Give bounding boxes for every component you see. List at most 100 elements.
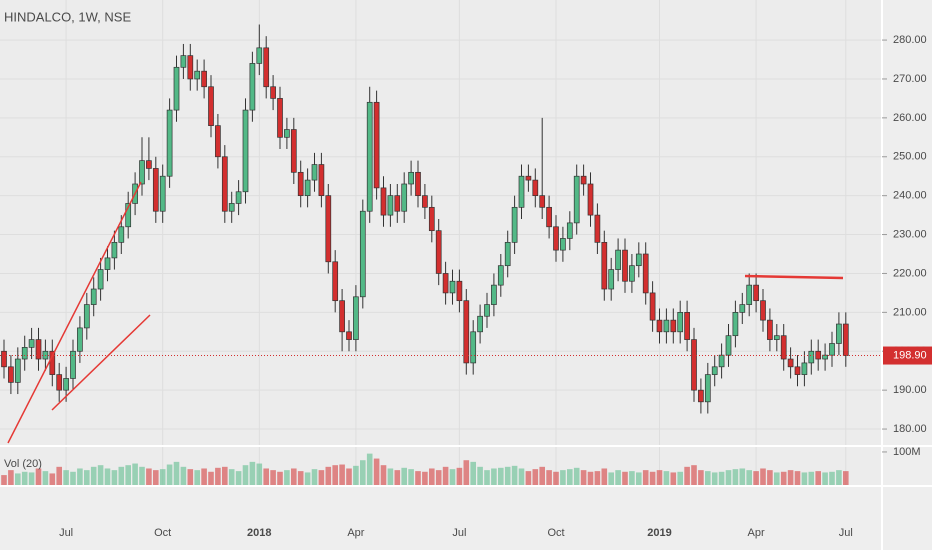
volume-bar xyxy=(21,471,28,485)
volume-bar xyxy=(125,465,131,485)
volume-bar xyxy=(235,471,242,485)
volume-bar xyxy=(408,469,414,485)
candle-body xyxy=(228,203,235,212)
y-tick-label: 240.00 xyxy=(893,190,927,202)
volume-bar xyxy=(808,471,815,485)
volume-bar xyxy=(456,467,463,485)
volume-bar xyxy=(435,470,442,485)
candle-body xyxy=(139,160,145,185)
x-tick-label: Jul xyxy=(452,527,466,539)
x-tick-label: Apr xyxy=(748,527,765,539)
volume-bar xyxy=(843,471,849,485)
candle-body xyxy=(353,296,359,340)
candle-body xyxy=(670,319,677,333)
volume-bar xyxy=(97,465,104,485)
volume-bar xyxy=(422,471,428,485)
candle-body xyxy=(187,55,194,80)
candle-body xyxy=(249,63,256,111)
volume-bar xyxy=(532,469,539,485)
volume-bar xyxy=(325,466,332,485)
candle-body xyxy=(311,164,318,181)
volume-bar xyxy=(311,469,318,485)
candle-body xyxy=(422,195,428,208)
candle-body xyxy=(477,315,483,333)
candle-body xyxy=(49,350,56,375)
volume-bar xyxy=(518,468,525,485)
volume-bar xyxy=(222,466,228,485)
volume-bar xyxy=(470,461,476,485)
y-tick-label: 190.00 xyxy=(893,384,927,396)
candle-body xyxy=(159,175,166,212)
candle-body xyxy=(767,319,773,340)
x-tick-label: 2018 xyxy=(247,527,271,539)
candle-body xyxy=(677,312,684,333)
candle-body xyxy=(746,284,753,305)
candle-body xyxy=(194,70,201,80)
volume-bar xyxy=(511,465,518,485)
volume-bar xyxy=(636,472,642,485)
candle-body xyxy=(725,335,732,356)
volume-bar xyxy=(228,469,235,485)
volume-bar xyxy=(477,466,483,485)
volume-bar xyxy=(56,466,62,485)
candle-body xyxy=(14,358,21,383)
volume-bar xyxy=(111,470,118,485)
volume-bar xyxy=(829,471,835,485)
candle-body xyxy=(442,273,449,294)
candle-body xyxy=(842,323,849,356)
x-tick-label: 2019 xyxy=(647,527,671,539)
candle-body xyxy=(532,179,539,197)
candle-body xyxy=(491,284,497,305)
volume-bar xyxy=(208,471,214,485)
volume-bar xyxy=(297,471,304,485)
volume-bar xyxy=(594,471,601,485)
candle-body xyxy=(173,66,180,111)
candle-body xyxy=(359,210,366,298)
candle-body xyxy=(339,300,345,333)
candle-body xyxy=(263,47,270,88)
volume-bar xyxy=(649,471,656,485)
candle-body xyxy=(35,339,42,360)
last-price-label: 198.90 xyxy=(893,349,927,361)
candle-body xyxy=(111,241,118,259)
volume-bar xyxy=(463,460,470,485)
candle-body xyxy=(21,347,28,360)
candle-body xyxy=(560,238,566,251)
candle-body xyxy=(525,175,532,181)
candle-body xyxy=(518,175,525,208)
candle-body xyxy=(663,319,670,333)
volume-bar xyxy=(677,471,683,485)
volume-bar xyxy=(104,468,111,485)
candle-body xyxy=(415,171,421,197)
candle-body xyxy=(235,191,242,204)
candle-body xyxy=(456,280,463,302)
volume-bar xyxy=(35,468,42,485)
candle-body xyxy=(801,362,808,375)
volume-bar xyxy=(153,470,159,485)
volume-bar xyxy=(442,466,449,485)
candle-body xyxy=(70,350,76,379)
candle-body xyxy=(780,335,787,360)
volume-bar xyxy=(608,472,614,485)
candle-body xyxy=(284,129,290,138)
volume-bar xyxy=(49,473,56,485)
volume-bar xyxy=(718,471,725,485)
candle-body xyxy=(83,304,90,329)
volume-bar xyxy=(504,466,511,485)
volume-bar xyxy=(622,471,628,485)
candle-body xyxy=(836,323,842,344)
candle-body xyxy=(380,187,387,216)
candle-body xyxy=(256,47,263,64)
candle-body xyxy=(829,343,835,356)
candle-body xyxy=(484,304,490,317)
volume-bar xyxy=(615,470,621,485)
volume-bar xyxy=(332,465,338,485)
candle-body xyxy=(704,374,711,403)
volume-bar xyxy=(277,471,283,485)
volume-bar xyxy=(711,472,718,485)
volume-bar xyxy=(270,470,276,485)
candle-body xyxy=(1,350,7,368)
y-tick-label: 260.00 xyxy=(893,112,927,124)
candle-body xyxy=(753,284,759,302)
volume-bar xyxy=(242,465,249,485)
